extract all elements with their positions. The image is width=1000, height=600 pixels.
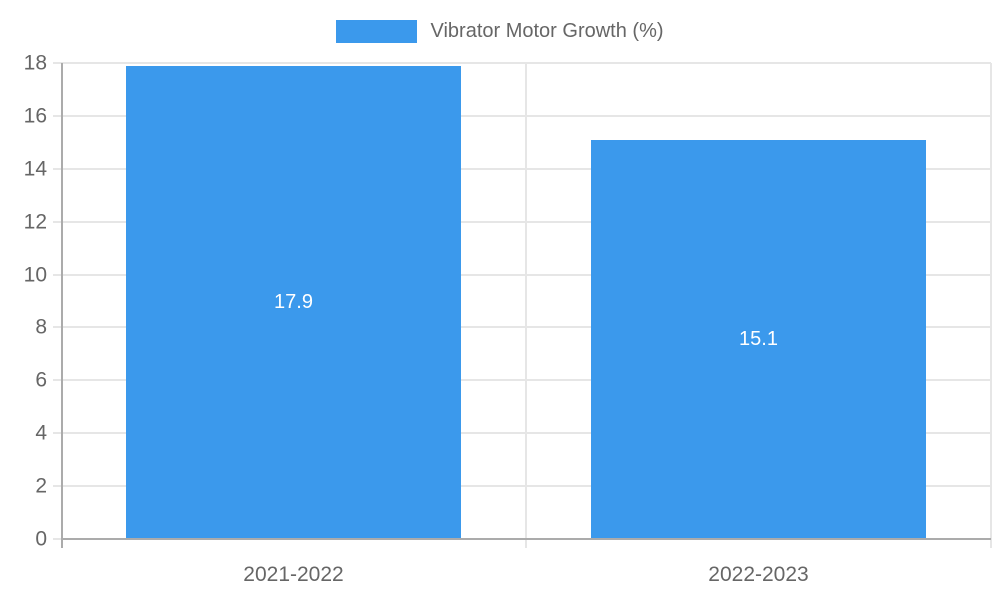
y-tick — [53, 62, 61, 64]
legend-label: Vibrator Motor Growth (%) — [430, 20, 664, 42]
x-tick — [525, 539, 527, 548]
y-tick-label: 16 — [23, 104, 47, 128]
x-tick — [990, 539, 992, 548]
plot-area: 0 2 4 6 8 10 12 14 16 18 17.9 2021-2022 15.1 2022-202… — [24, 53, 992, 585]
y-tick-label: 0 — [35, 527, 47, 551]
y-axis-line — [61, 63, 63, 548]
y-tick-label: 14 — [23, 157, 47, 181]
y-tick — [53, 432, 61, 434]
y-tick — [53, 274, 61, 276]
y-tick-label: 18 — [23, 51, 47, 75]
y-tick-label: 4 — [35, 421, 47, 445]
bar-value-label: 15.1 — [739, 328, 778, 351]
y-tick-label: 12 — [23, 210, 47, 234]
y-tick-label: 10 — [23, 263, 47, 287]
y-tick — [53, 168, 61, 170]
bar[interactable] — [126, 65, 461, 539]
y-tick-label: 6 — [35, 368, 47, 392]
bar[interactable] — [591, 139, 926, 539]
x-category-label: 2021-2022 — [243, 563, 344, 586]
chart-legend[interactable]: Vibrator Motor Growth (%) — [0, 20, 1000, 43]
bar-value-label: 17.9 — [274, 291, 313, 314]
x-gridline — [525, 63, 527, 539]
y-tick-label: 2 — [35, 474, 47, 498]
x-axis-line — [61, 538, 991, 540]
y-tick — [53, 485, 61, 487]
y-tick — [53, 538, 61, 540]
x-gridline — [990, 63, 992, 539]
y-tick — [53, 379, 61, 381]
y-tick-label: 8 — [35, 315, 47, 339]
y-tick — [53, 326, 61, 328]
x-category-label: 2022-2023 — [708, 563, 809, 586]
y-tick — [53, 221, 61, 223]
legend-swatch — [336, 20, 418, 43]
y-tick — [53, 115, 61, 117]
